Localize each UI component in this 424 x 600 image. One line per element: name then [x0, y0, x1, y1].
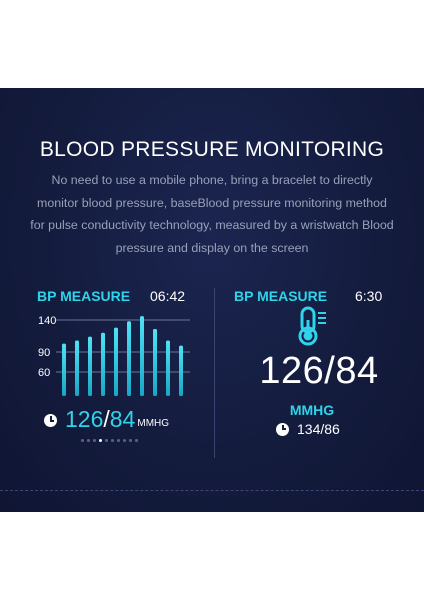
- left-time: 06:42: [150, 288, 186, 304]
- right-last-reading-value: 134/86: [297, 421, 340, 437]
- page-dot: [81, 439, 84, 442]
- right-bp-measure-label: BP MEASURE: [234, 288, 328, 304]
- chart-bar: [114, 327, 118, 396]
- chart-bar: [166, 340, 170, 396]
- description-text: No need to use a mobile phone, bring a b…: [30, 173, 394, 255]
- y-tick-label: 90: [38, 347, 50, 359]
- right-last-reading: 134/86: [276, 421, 340, 437]
- y-tick-label: 60: [38, 367, 50, 379]
- left-unit: MMHG: [137, 418, 170, 429]
- bp-bar-chart: 140 90 60: [38, 315, 190, 396]
- thermometer-icon: [298, 306, 326, 346]
- page-dot: [87, 439, 90, 442]
- chart-bar: [101, 332, 105, 396]
- chart-bar: [75, 340, 79, 396]
- left-slash: /: [103, 406, 110, 432]
- bp-panel: BLOOD PRESSURE MONITORING No need to use…: [0, 88, 424, 512]
- left-bp-measure-label: BP MEASURE: [37, 288, 131, 304]
- chart-bar: [127, 321, 131, 396]
- left-diastolic: 84: [109, 406, 136, 432]
- right-time: 6:30: [355, 288, 383, 304]
- page-dot: [117, 439, 120, 442]
- right-bp-value: 126/84: [259, 350, 379, 392]
- bottom-divider: [0, 490, 424, 491]
- page-dot: [129, 439, 132, 442]
- page-dot: [105, 439, 108, 442]
- page-dot: [111, 439, 114, 442]
- clock-icon: [276, 422, 289, 436]
- page-title: BLOOD PRESSURE MONITORING: [39, 138, 385, 161]
- chart-bar: [62, 343, 66, 396]
- page-dot: [93, 439, 96, 442]
- page-dot: [99, 439, 102, 442]
- chart-bar: [153, 328, 157, 396]
- page-indicator: [81, 439, 138, 442]
- divider: [214, 288, 215, 458]
- chart-bar: [88, 336, 92, 396]
- left-reading: 126 / 84 MMHG: [44, 406, 169, 432]
- chart-bar: [140, 316, 144, 396]
- chart-bar: [179, 345, 183, 396]
- right-unit: MMHG: [289, 402, 335, 418]
- left-systolic: 126: [65, 406, 104, 432]
- page-dot: [135, 439, 138, 442]
- page-dot: [123, 439, 126, 442]
- clock-icon: [44, 414, 57, 427]
- y-tick-label: 140: [38, 315, 56, 327]
